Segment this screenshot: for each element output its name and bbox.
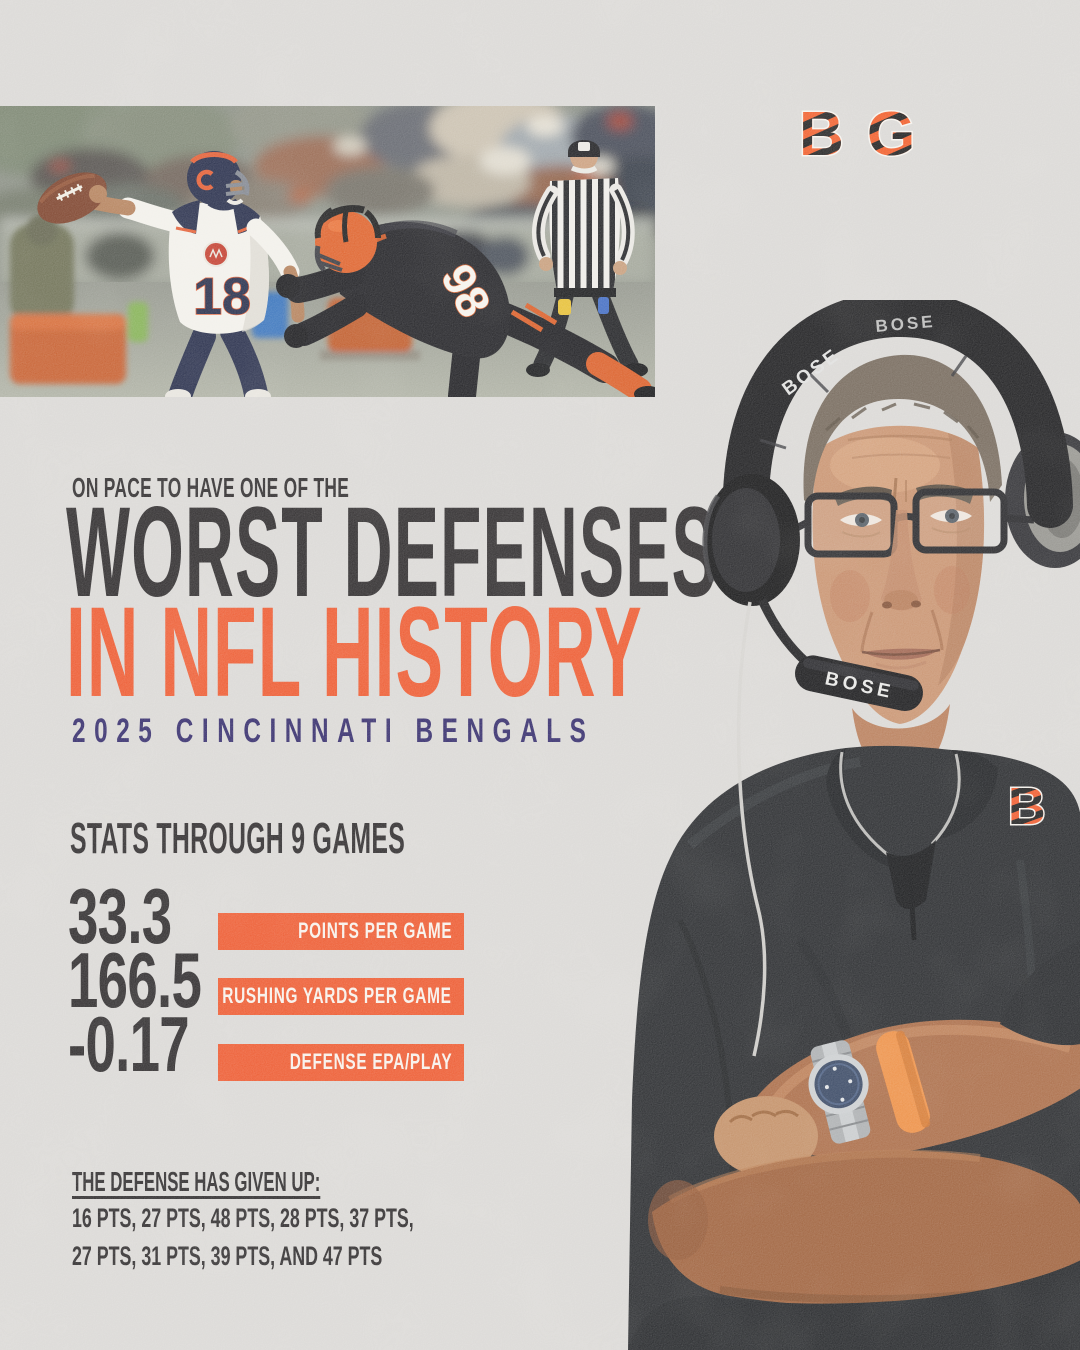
stat-label-epa: DEFENSE EPA/PLAY <box>289 1048 452 1074</box>
jersey-patch <box>203 241 229 267</box>
qb-jersey-number: 18 <box>193 268 251 326</box>
team-logo: B G B G <box>798 102 917 164</box>
stat-label-bar-ppg: POINTS PER GAME <box>218 913 464 950</box>
game-photo: 18 98 <box>0 106 655 397</box>
stat-label-ppg: POINTS PER GAME <box>297 917 452 943</box>
stat-label-rush: RUSHING YARDS PER GAME <box>222 982 452 1008</box>
stat-value-epa: -0.17 <box>68 1000 190 1088</box>
subheadline: 2025 CINCINNATI BENGALS <box>72 712 595 750</box>
stats-title: STATS THROUGH 9 GAMES <box>70 814 406 863</box>
given-up-line1: 16 PTS, 27 PTS, 48 PTS, 28 PTS, 37 PTS, <box>72 1203 414 1233</box>
given-up-line2: 27 PTS, 31 PTS, 39 PTS, AND 47 PTS <box>72 1241 383 1271</box>
stat-label-bar-epa: DEFENSE EPA/PLAY <box>218 1044 464 1081</box>
penalty-flag <box>558 299 571 315</box>
stat-label-bar-rush: RUSHING YARDS PER GAME <box>218 978 464 1015</box>
headline-line2: IN NFL HISTORY <box>66 581 643 724</box>
coach-photo: B <box>628 300 1080 1350</box>
given-up-title: THE DEFENSE HAS GIVEN UP: <box>72 1166 321 1197</box>
